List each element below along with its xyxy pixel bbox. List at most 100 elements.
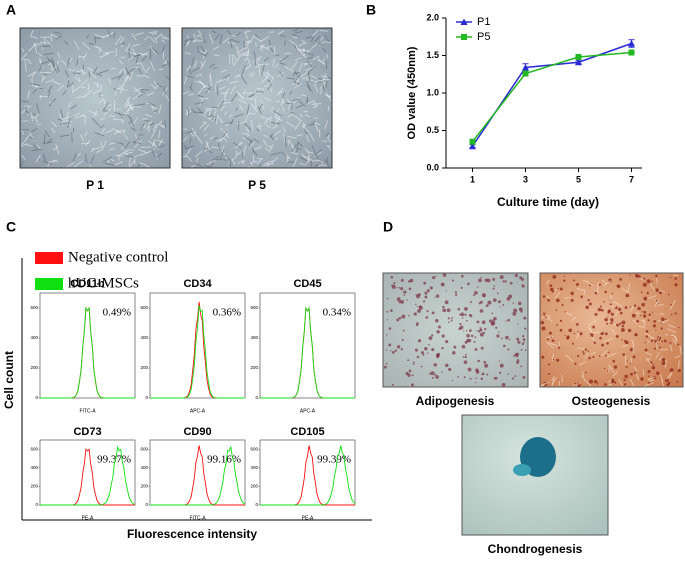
texture (589, 379, 594, 384)
texture (140, 51, 149, 57)
texture (632, 319, 639, 325)
texture (588, 334, 598, 343)
texture (400, 278, 404, 282)
texture (577, 355, 580, 358)
texture (645, 330, 649, 333)
texture (113, 87, 118, 92)
texture (445, 290, 447, 292)
texture (441, 371, 443, 373)
texture (204, 109, 208, 114)
texture (160, 39, 166, 43)
texture (469, 329, 472, 332)
texture (615, 309, 619, 316)
texture (291, 143, 297, 152)
texture (451, 279, 455, 282)
y-tick-label: 200 (30, 365, 38, 370)
texture (288, 90, 293, 96)
texture (469, 301, 472, 304)
texture (498, 331, 500, 333)
texture (42, 153, 47, 162)
texture (99, 84, 103, 92)
texture (67, 81, 75, 88)
texture (606, 342, 609, 345)
texture (396, 345, 401, 349)
texture (100, 141, 103, 147)
texture (523, 316, 527, 320)
texture (666, 383, 669, 386)
texture (212, 30, 217, 34)
texture (546, 315, 551, 320)
texture (158, 104, 162, 114)
texture (270, 106, 274, 112)
texture (220, 91, 228, 95)
texture (476, 320, 480, 324)
texture (524, 349, 527, 352)
texture (245, 41, 252, 43)
texture (616, 284, 619, 287)
texture (626, 342, 629, 344)
texture (98, 69, 109, 74)
texture (327, 134, 330, 140)
texture (545, 279, 550, 285)
y-tick-label: 400 (140, 465, 148, 470)
texture (465, 353, 467, 356)
texture (551, 376, 557, 385)
texture (197, 94, 205, 99)
texture (649, 283, 656, 292)
texture (551, 339, 555, 342)
texture (327, 105, 330, 112)
texture (84, 130, 88, 137)
texture (262, 139, 267, 146)
texture (314, 35, 321, 43)
texture (501, 383, 506, 387)
texture (216, 114, 223, 122)
texture (565, 311, 573, 317)
texture (146, 91, 155, 97)
texture (304, 147, 310, 154)
texture (493, 377, 496, 380)
texture (464, 313, 467, 316)
texture (133, 54, 141, 57)
texture (194, 101, 204, 105)
texture (33, 43, 43, 45)
texture (326, 53, 329, 59)
texture (619, 311, 623, 315)
texture (197, 50, 207, 57)
texture (463, 360, 468, 364)
texture (674, 277, 677, 280)
texture (570, 298, 574, 302)
y-tick-label: 400 (140, 335, 148, 340)
texture (187, 107, 190, 116)
x-axis-label: Culture time (day) (497, 195, 599, 209)
texture (507, 373, 510, 375)
texture (284, 66, 294, 73)
texture (299, 162, 307, 166)
texture (47, 85, 53, 93)
texture (30, 82, 41, 86)
texture (92, 89, 101, 94)
image-caption: Adipogenesis (416, 394, 495, 408)
texture (261, 45, 264, 52)
texture (588, 356, 591, 360)
texture (273, 46, 276, 56)
texture (263, 134, 269, 138)
texture (110, 67, 116, 70)
texture (137, 94, 143, 98)
texture (592, 355, 595, 358)
texture (123, 140, 131, 150)
texture (284, 136, 287, 148)
texture (653, 319, 657, 323)
texture (20, 106, 30, 114)
texture (136, 164, 141, 168)
texture (463, 330, 465, 332)
texture (98, 93, 101, 98)
texture (313, 100, 319, 108)
texture (324, 159, 330, 168)
texture (60, 109, 64, 118)
texture (38, 87, 43, 90)
texture (126, 114, 132, 120)
texture (652, 324, 656, 328)
texture (133, 140, 143, 149)
texture (205, 107, 211, 110)
texture (208, 33, 214, 44)
